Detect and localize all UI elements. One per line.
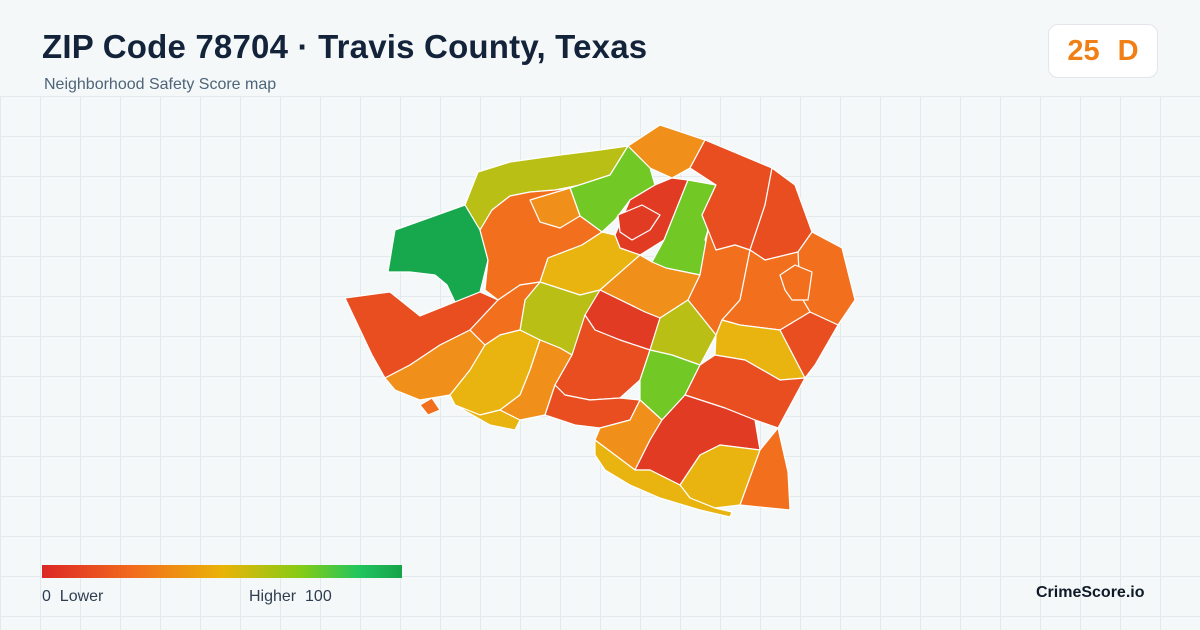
district-west-green xyxy=(387,204,489,303)
legend-max-text: Higher xyxy=(249,588,297,605)
district-south-orange-wide xyxy=(544,384,641,429)
legend-min-value: 0 xyxy=(42,588,51,605)
safety-score-badge: 25 D xyxy=(1048,24,1158,78)
legend-min-text: Lower xyxy=(59,588,104,605)
district-inner-orange xyxy=(779,264,813,301)
district-inner-red-1 xyxy=(617,204,661,241)
safety-score-value: 25 xyxy=(1067,34,1100,67)
district-br-orange xyxy=(739,427,791,511)
page-subtitle: Neighborhood Safety Score map xyxy=(44,76,277,93)
district-bottom-strip xyxy=(594,439,733,518)
safety-score-grade: D xyxy=(1117,34,1139,67)
legend-max-value: 100 xyxy=(305,588,332,605)
district-west-small xyxy=(529,187,581,229)
brand-logo-text[interactable]: CrimeScore.io xyxy=(1036,584,1145,601)
district-east-red xyxy=(779,311,839,379)
district-sw-small xyxy=(419,397,441,416)
legend-low-label: 0 Lower xyxy=(42,588,103,606)
page-title: ZIP Code 78704 · Travis County, Texas xyxy=(42,28,648,65)
legend-high-label: Higher 100 xyxy=(249,588,332,606)
legend-gradient-bar xyxy=(42,565,402,578)
